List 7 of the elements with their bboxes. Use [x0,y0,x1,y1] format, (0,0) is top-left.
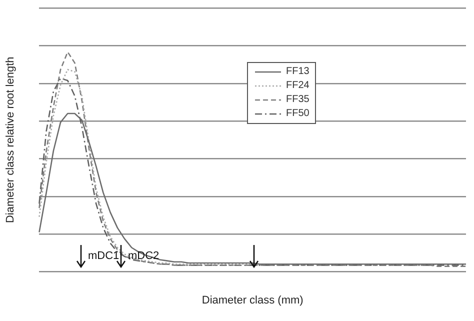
annotation: mDC1 [88,250,120,262]
x-axis-title: Diameter class (mm) [202,294,304,306]
legend-label: FF50 [286,107,310,121]
legend-label: FF13 [286,65,310,79]
y-axis-title: Diameter class relative root length [4,56,17,224]
legend-label: FF24 [286,79,310,93]
legend-label: FF35 [286,93,310,107]
